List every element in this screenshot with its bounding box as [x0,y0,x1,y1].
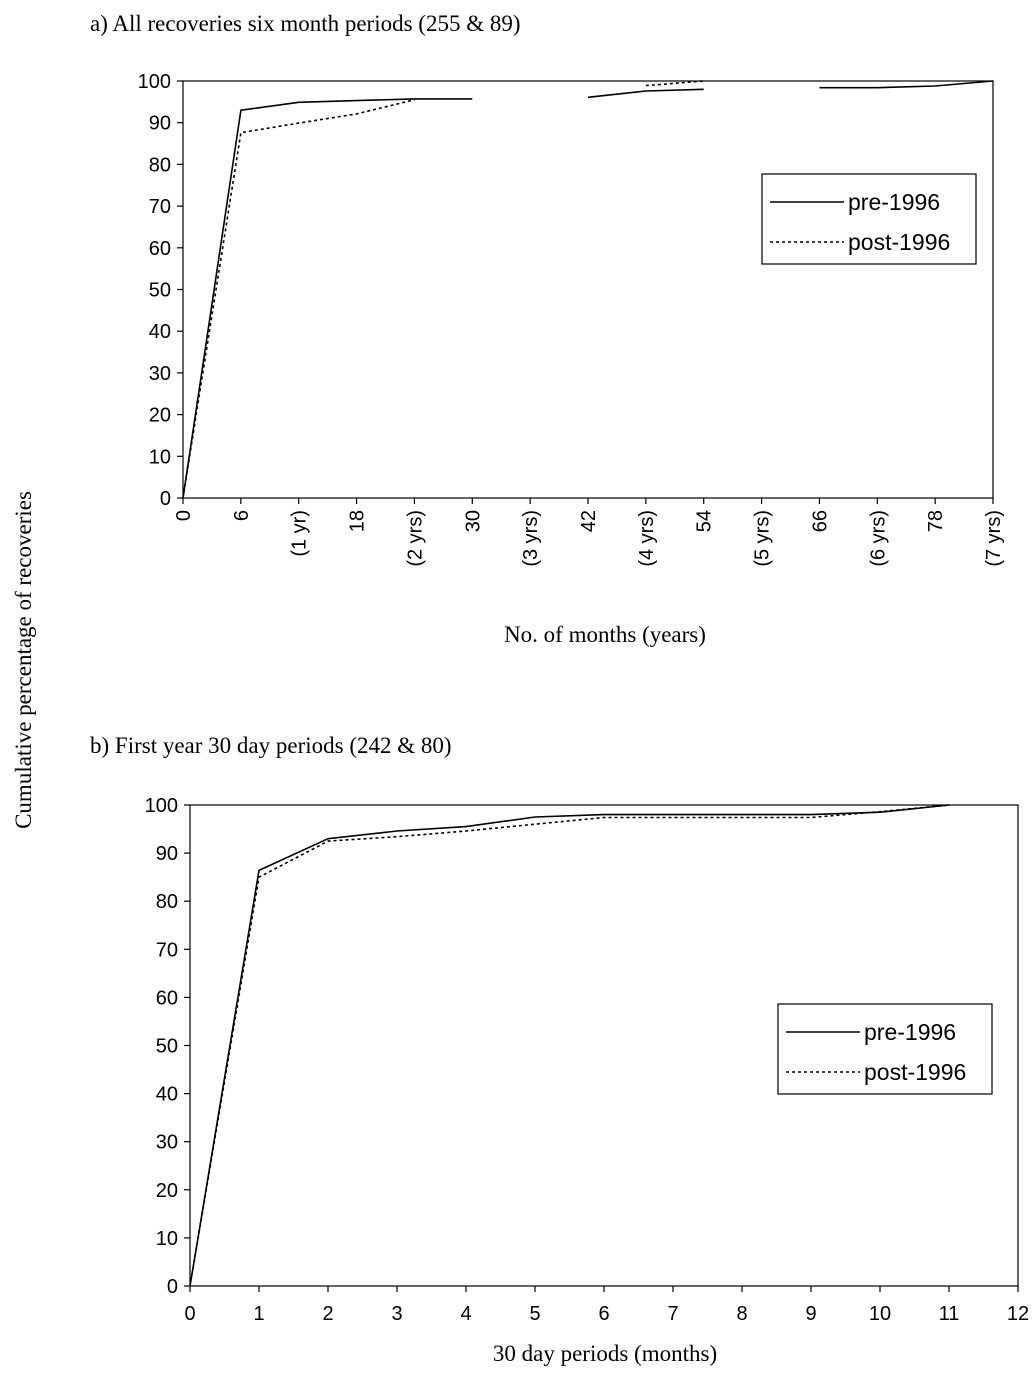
chart-a-plot-area [182,80,994,499]
chart-b-legend-box [777,1003,993,1095]
chart-a-x-tick-label: 42 [578,510,600,532]
chart-a-x-tick-label: 54 [694,510,716,532]
chart-a-x-tick-label: (4 yrs) [636,510,658,567]
chart-b-y-tick-label: 40 [156,1084,178,1106]
chart-b-x-tick-label: 8 [736,1303,747,1325]
chart-a-series-pre-1996-line [587,88,704,99]
chart-a: 0 10 20 30 40 50 60 70 80 90 100 0 6 (1 yr) 18 (2 yrs) 3… [138,71,1005,567]
chart-b-x-tick-label: 9 [805,1303,816,1325]
chart-a-x-tick-label: 18 [347,510,369,532]
chart-b-y-tick-label: 10 [156,1228,178,1250]
chart-a-y-tick-label: 0 [160,488,171,510]
chart-b-y-tick-label: 100 [145,795,178,817]
chart-b-y-tick-label: 20 [156,1180,178,1202]
chart-b-x-tick-label: 2 [322,1303,333,1325]
chart-a-legend: pre-1996 post-1996 [761,173,977,265]
chart-a-series-post-1996-line [645,80,704,87]
chart-a-x-tick-label: (7 yrs) [983,510,1005,567]
chart-a-y-tick-label: 90 [149,113,171,135]
chart-a-x-tick-label: (3 yrs) [520,510,542,567]
chart-a-y-tick-label: 80 [149,154,171,176]
chart-a-x-tick-label: 78 [925,510,947,532]
chart-b-x-tick-label: 10 [869,1303,891,1325]
chart-b-y-tick-label: 90 [156,843,178,865]
chart-a-y-tick-label: 20 [149,405,171,427]
chart-b-title: b) First year 30 day periods (242 & 80) [90,733,452,758]
chart-b-x-tick-label: 1 [253,1303,264,1325]
chart-a-x-axis-label: No. of months (years) [504,622,706,647]
chart-b-y-tick-label: 70 [156,939,178,961]
shared-y-axis-label: Cumulative percentage of recoveries [11,491,36,829]
chart-a-x-tick-label: 6 [231,510,253,521]
chart-b-y-tick-label: 80 [156,891,178,913]
chart-a-y-tick-label: 50 [149,280,171,302]
chart-a-x-tick-label: 30 [462,510,484,532]
chart-b-x-tick-label: 12 [1007,1303,1029,1325]
chart-b-x-tick-label: 6 [598,1303,609,1325]
chart-b-x-tick-label: 5 [529,1303,540,1325]
chart-b-x-tick-label: 11 [939,1303,960,1325]
chart-a-title: a) All recoveries six month periods (255… [90,11,521,36]
chart-b-x-tick-label: 4 [460,1303,471,1325]
chart-b-x-axis-label: 30 day periods (months) [493,1341,717,1366]
chart-b-legend-label-pre-1996: pre-1996 [864,1019,956,1045]
chart-a-legend-label-post-1996: post-1996 [848,229,950,255]
chart-a-x-tick-label: (2 yrs) [404,510,426,567]
chart-a-y-tick-label: 40 [149,321,171,343]
chart-a-x-tick-label: (1 yr) [289,510,311,557]
chart-a-y-tick-label: 100 [138,71,171,93]
chart-b-y-tick-label: 0 [167,1276,178,1298]
chart-a-x-tick-label: (6 yrs) [867,510,889,567]
chart-b-y-tick-label: 60 [156,987,178,1009]
chart-b-legend: pre-1996 post-1996 [777,1003,993,1095]
chart-b-x-tick-label: 3 [391,1303,402,1325]
chart-b-x-tick-label: 7 [667,1303,678,1325]
chart-a-y-tick-label: 30 [149,363,171,385]
chart-a-y-tick-label: 70 [149,196,171,218]
chart-b-series-post-1996-line [189,804,950,1287]
chart-a-x-tick-label: 0 [173,510,195,521]
chart-a-y-tick-label: 60 [149,238,171,260]
chart-b-y-tick-label: 50 [156,1036,178,1058]
chart-a-legend-box [761,173,977,265]
chart-b-series-pre-1996-line [189,804,950,1287]
chart-b-legend-label-post-1996: post-1996 [864,1059,966,1085]
chart-a-legend-label-pre-1996: pre-1996 [848,189,940,215]
chart-a-x-tick-label: (5 yrs) [752,510,774,567]
chart-b-x-tick-label: 0 [184,1303,195,1325]
chart-a-y-tick-label: 10 [149,446,171,468]
chart-b-y-tick-label: 30 [156,1132,178,1154]
chart-a-series-pre-1996-line [819,80,994,89]
chart-a-series-pre-1996-line [182,98,473,499]
chart-a-x-tick-label: 66 [809,510,831,532]
chart-a-series-post-1996-line [182,99,415,499]
